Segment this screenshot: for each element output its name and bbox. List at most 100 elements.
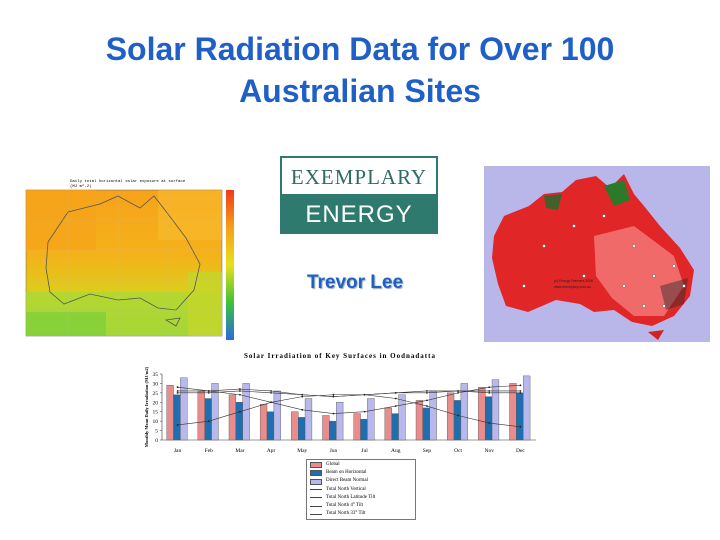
y-tick-label: 25 [153,391,159,397]
bar-global [166,385,174,441]
legend-item-direct-beam-normal: Direct Beam Normal [310,477,412,485]
bar-beam-on-horizontal [204,398,212,441]
line-point [239,388,241,390]
bar-beam-on-horizontal [235,402,243,441]
line-point [207,390,210,392]
bar-beam-on-horizontal [453,400,462,441]
logo-top-text: EXEMPLARY [282,158,436,196]
bar-beam-on-horizontal [360,419,368,441]
line-point [270,401,272,404]
line-point [426,390,428,392]
line-point [394,405,397,407]
map-credit-1: (c) Energy Partners 2006 [554,279,593,283]
y-tick-label: 5 [155,429,158,435]
bar-beam-on-horizontal [422,407,430,441]
author-name: Trevor Lee [306,272,404,293]
bar-beam-on-horizontal [329,420,337,441]
x-tick-label: Sep [423,448,432,454]
bar-direct-beam-normal [460,383,468,441]
bar-global [197,390,205,441]
line-point [239,410,241,413]
legend-item-north-latitude-tilt: Total North Latitude Tilt [310,494,412,502]
line-point [519,390,522,392]
chart-legend: Global Beam on Horizontal Direct Beam No… [306,459,416,521]
x-tick-label: Jan [174,448,182,454]
y-axis-label: Monthly Mean Daily Irradiation (MJ/m2) [144,366,149,447]
line-point [519,425,522,428]
line-point [363,393,366,396]
line-point [176,390,179,392]
legend-item-north-33-tilt: Total North 33° Tilt [310,510,412,518]
map-heading-2: (MJ m^-2) [70,184,92,189]
legend-item-beam-horizontal: Beam on Horizontal [310,469,412,477]
y-tick-label: 35 [153,372,159,378]
bar-global [322,415,330,441]
logo-bottom-text: ENERGY [282,196,436,234]
line-point [332,412,335,415]
bar-global [509,383,517,441]
bar-direct-beam-normal [211,383,219,441]
line-point [207,391,210,394]
line-point [488,422,491,424]
line-total-north-4-tilt [177,385,521,414]
y-tick-label: 0 [155,438,158,444]
map-credit-2: www.exemplary.com.au [554,285,591,289]
line-point [270,390,272,392]
bar-direct-beam-normal [523,375,531,441]
bar-beam-on-horizontal [391,413,399,441]
line-point [176,424,179,426]
line-point [426,405,428,407]
title-line-1: Solar Radiation Data for Over 100 [105,31,615,67]
bar-global [353,413,361,441]
legend-item-north-4-tilt: Total North 4° Tilt [310,502,412,510]
x-tick-label: Mar [235,448,244,454]
irradiation-chart: 0 5 10 15 20 25 30 35 Monthly Mean Daily Irradia… [144,366,536,454]
x-tick-label: Jul [361,448,368,454]
line-point [239,390,241,392]
line-point [301,408,304,411]
bar-beam-on-horizontal [173,394,181,441]
bar-global [415,400,424,441]
bar-beam-on-horizontal [266,411,275,441]
line-point [332,393,335,396]
x-tick-label: Aug [391,448,401,454]
bar-direct-beam-normal [304,398,313,441]
slide-title: Solar Radiation Data for Over 100 Austra… [0,28,720,112]
site-locations-map: (c) Energy Partners 2006 www.exemplary.c… [484,166,710,342]
line-point [239,393,241,396]
title-line-2: Australian Sites [239,73,481,109]
bar-beam-on-horizontal [516,392,524,441]
line-total-north-vertical [177,394,521,428]
bar-global [384,407,392,441]
map-heading-1: Daily total horizontal solar exposure at… [70,179,186,184]
y-tick-label: 15 [153,410,159,416]
y-tick-label: 30 [153,381,159,387]
bar-beam-on-horizontal [297,417,306,441]
line-point [363,410,366,413]
line-point [426,391,428,394]
bar-direct-beam-normal [398,394,406,441]
bar-beam-on-horizontal [484,396,493,441]
bar-direct-beam-normal [273,390,281,441]
line-point [270,391,272,394]
line-point [457,414,459,417]
line-point [488,390,491,392]
x-tick-label: Dec [516,448,525,454]
line-point [488,391,491,394]
x-tick-label: Apr [267,448,276,454]
y-tick-label: 10 [153,419,159,425]
exemplary-energy-logo: EXEMPLARY ENERGY [280,156,438,234]
bar-global [228,394,237,441]
line-point [519,384,522,387]
x-tick-label: Nov [485,448,495,454]
site-map-graphic: (c) Energy Partners 2006 www.exemplary.c… [492,174,694,340]
x-tick-label: Feb [205,448,214,454]
line-point [488,386,491,389]
line-point [176,386,179,389]
bar-direct-beam-normal [336,402,344,441]
bar-global [291,411,299,441]
line-point [332,395,335,398]
line-point [301,395,304,398]
legend-item-north-vertical: Total North Vertical [310,486,412,494]
bar-direct-beam-normal [367,398,375,441]
